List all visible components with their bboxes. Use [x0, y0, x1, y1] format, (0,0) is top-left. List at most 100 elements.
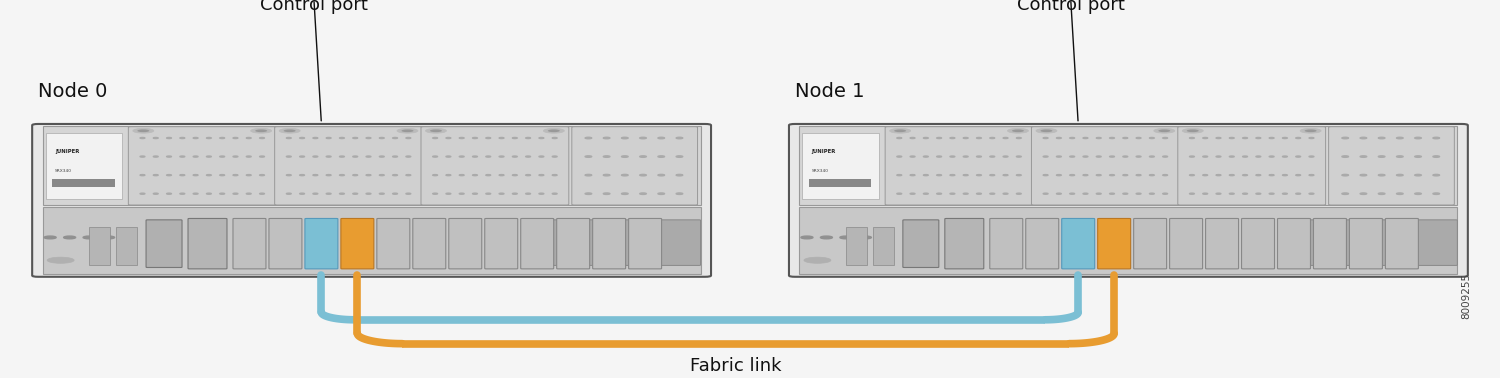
Circle shape — [1042, 175, 1048, 176]
Circle shape — [1110, 193, 1114, 194]
Circle shape — [1378, 174, 1384, 176]
Circle shape — [446, 138, 452, 139]
Bar — [802, 133, 879, 199]
Circle shape — [194, 156, 198, 157]
Circle shape — [950, 193, 956, 194]
Circle shape — [840, 236, 852, 239]
Circle shape — [1203, 193, 1208, 194]
Circle shape — [432, 156, 438, 157]
FancyBboxPatch shape — [1206, 218, 1239, 269]
FancyBboxPatch shape — [885, 127, 1034, 205]
Circle shape — [1396, 156, 1402, 157]
FancyBboxPatch shape — [520, 218, 554, 269]
Circle shape — [251, 129, 272, 133]
FancyBboxPatch shape — [1134, 218, 1167, 269]
Text: 8009255: 8009255 — [1461, 273, 1472, 319]
Text: JUNIPER: JUNIPER — [812, 149, 836, 154]
FancyBboxPatch shape — [1350, 218, 1383, 269]
Circle shape — [1136, 138, 1142, 139]
Bar — [88, 227, 110, 265]
Circle shape — [102, 236, 114, 239]
Circle shape — [924, 156, 928, 157]
Circle shape — [232, 156, 238, 157]
Circle shape — [339, 193, 345, 194]
Circle shape — [1342, 174, 1348, 176]
FancyBboxPatch shape — [528, 220, 570, 265]
Circle shape — [1296, 138, 1300, 139]
Circle shape — [486, 175, 490, 176]
FancyBboxPatch shape — [1032, 127, 1179, 205]
Circle shape — [1414, 156, 1422, 157]
Circle shape — [1256, 138, 1260, 139]
Circle shape — [220, 175, 225, 176]
Circle shape — [897, 156, 902, 157]
FancyBboxPatch shape — [413, 218, 446, 269]
Circle shape — [1096, 156, 1101, 157]
Circle shape — [1004, 193, 1008, 194]
FancyBboxPatch shape — [340, 218, 374, 269]
Circle shape — [585, 156, 591, 157]
Circle shape — [1154, 129, 1174, 133]
Circle shape — [1056, 156, 1062, 157]
Circle shape — [352, 138, 357, 139]
Circle shape — [1282, 138, 1287, 139]
Circle shape — [1186, 129, 1198, 132]
Circle shape — [140, 138, 146, 139]
Circle shape — [166, 138, 171, 139]
FancyBboxPatch shape — [129, 127, 276, 205]
Circle shape — [260, 193, 264, 194]
Circle shape — [246, 175, 250, 176]
Circle shape — [1136, 156, 1142, 157]
Text: Control port: Control port — [1017, 0, 1125, 14]
Bar — [116, 227, 136, 265]
Circle shape — [380, 175, 384, 176]
Circle shape — [963, 156, 968, 157]
Circle shape — [585, 174, 591, 176]
Circle shape — [1158, 129, 1170, 132]
FancyBboxPatch shape — [1170, 218, 1203, 269]
Circle shape — [513, 156, 517, 157]
Circle shape — [924, 175, 928, 176]
Circle shape — [46, 257, 74, 263]
Circle shape — [366, 175, 370, 176]
Circle shape — [1310, 175, 1314, 176]
Circle shape — [924, 193, 928, 194]
FancyBboxPatch shape — [1098, 218, 1131, 269]
Circle shape — [366, 138, 370, 139]
FancyBboxPatch shape — [484, 218, 518, 269]
Circle shape — [658, 156, 664, 157]
Circle shape — [500, 193, 504, 194]
Circle shape — [640, 156, 646, 157]
Bar — [45, 133, 123, 199]
FancyBboxPatch shape — [1178, 127, 1326, 205]
Circle shape — [1110, 175, 1114, 176]
Circle shape — [1096, 138, 1101, 139]
Circle shape — [1096, 175, 1101, 176]
Circle shape — [500, 175, 504, 176]
Circle shape — [500, 138, 504, 139]
Circle shape — [1056, 138, 1062, 139]
Bar — [53, 179, 114, 187]
Text: Control port: Control port — [260, 0, 368, 14]
Circle shape — [1041, 129, 1053, 132]
Circle shape — [500, 156, 504, 157]
Circle shape — [990, 156, 994, 157]
Circle shape — [430, 129, 442, 132]
Circle shape — [552, 156, 556, 157]
Circle shape — [1070, 156, 1074, 157]
Circle shape — [1203, 156, 1208, 157]
Circle shape — [552, 175, 556, 176]
FancyBboxPatch shape — [268, 218, 302, 269]
Circle shape — [339, 138, 345, 139]
Circle shape — [1360, 174, 1366, 176]
Circle shape — [1017, 193, 1022, 194]
Circle shape — [327, 156, 332, 157]
Circle shape — [676, 137, 682, 139]
Circle shape — [1042, 156, 1048, 157]
Text: SRX340: SRX340 — [812, 169, 828, 173]
Bar — [42, 126, 700, 205]
Circle shape — [548, 129, 560, 132]
Circle shape — [676, 156, 682, 157]
Circle shape — [300, 138, 304, 139]
Circle shape — [486, 138, 490, 139]
